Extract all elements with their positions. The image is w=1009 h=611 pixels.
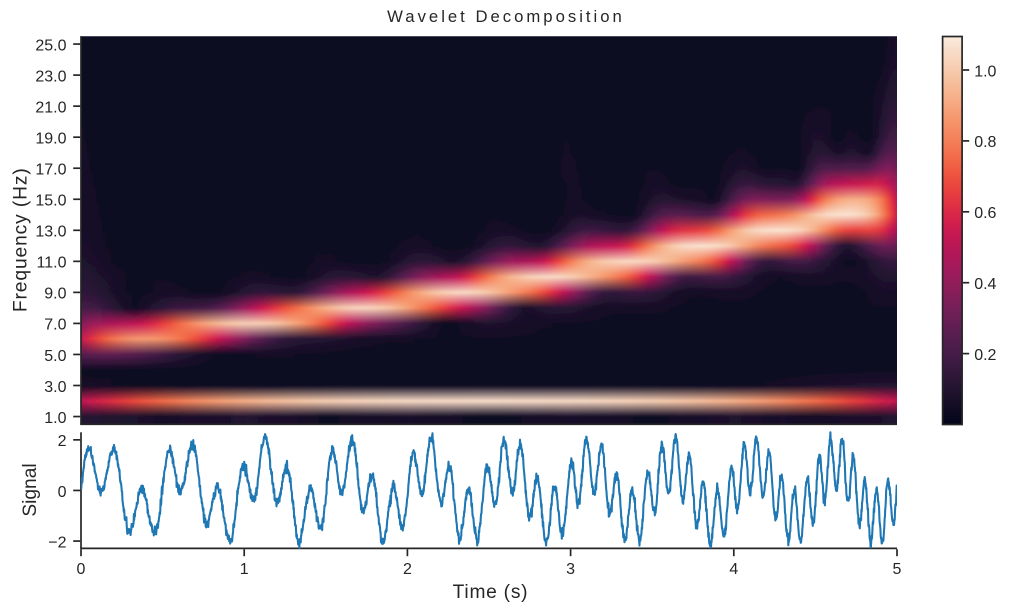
svg-text:5: 5 [893,561,902,578]
svg-text:0: 0 [77,561,86,578]
svg-text:21.0: 21.0 [35,99,66,116]
svg-text:0.6: 0.6 [974,205,996,222]
svg-text:2: 2 [403,561,412,578]
svg-text:25.0: 25.0 [35,37,66,54]
svg-text:Frequency (Hz): Frequency (Hz) [10,167,31,312]
svg-text:1: 1 [240,561,249,578]
svg-text:0.4: 0.4 [974,276,996,293]
svg-text:1.0: 1.0 [974,63,996,80]
svg-text:Signal: Signal [20,463,41,516]
svg-text:Time (s): Time (s) [453,582,529,603]
svg-text:15.0: 15.0 [35,193,66,210]
svg-text:17.0: 17.0 [35,162,66,179]
svg-text:0.2: 0.2 [974,347,996,364]
svg-text:0: 0 [58,484,67,501]
svg-text:19.0: 19.0 [35,131,66,148]
svg-text:11.0: 11.0 [37,255,67,272]
svg-text:Wavelet Decomposition: Wavelet Decomposition [387,7,625,26]
svg-text:3: 3 [566,561,575,578]
svg-text:0.8: 0.8 [974,134,996,151]
svg-text:5.0: 5.0 [44,348,66,365]
svg-text:13.0: 13.0 [35,224,66,241]
svg-text:7.0: 7.0 [44,317,66,334]
svg-text:−2: −2 [48,534,66,551]
svg-text:3.0: 3.0 [44,379,66,396]
svg-text:2: 2 [58,433,67,450]
svg-text:4: 4 [729,561,738,578]
svg-text:9.0: 9.0 [44,286,66,303]
svg-text:23.0: 23.0 [35,68,66,85]
svg-text:1.0: 1.0 [44,410,66,427]
